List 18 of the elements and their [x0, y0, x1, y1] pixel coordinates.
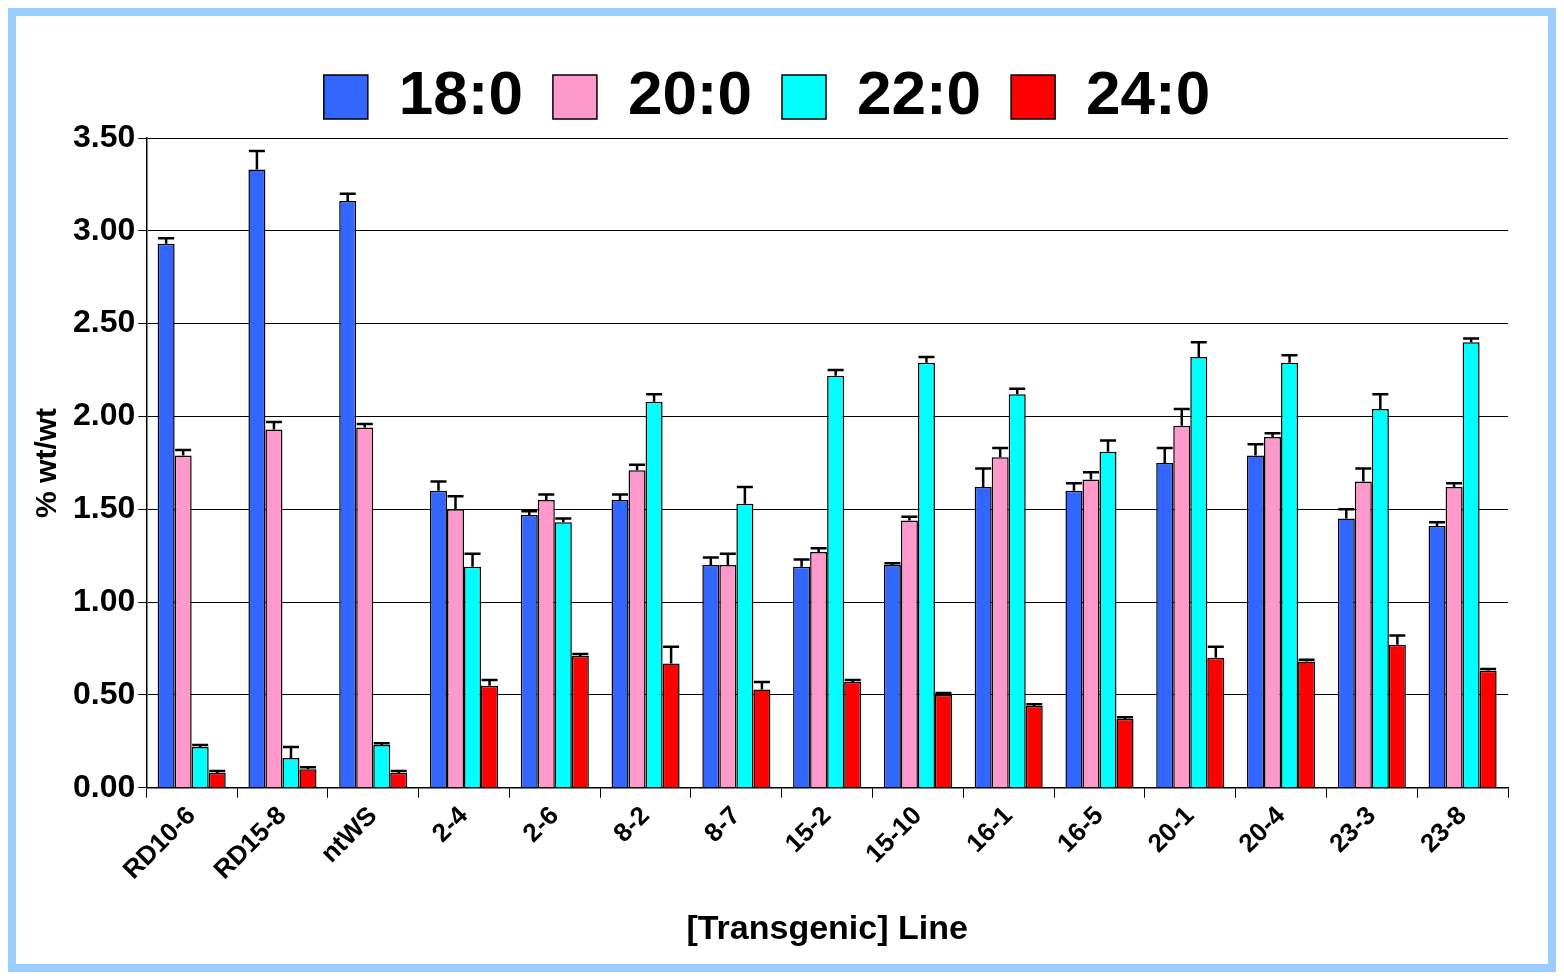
- legend-label: 24:0: [1086, 58, 1211, 128]
- y-tick-label: 0.00: [73, 767, 136, 804]
- y-tick-label: 2.00: [73, 396, 136, 433]
- y-tick-label: 3.00: [73, 210, 136, 247]
- legend-label: 20:0: [627, 58, 752, 128]
- y-axis-title: % wt/wt: [29, 407, 63, 518]
- x-tick-label: 8-7: [697, 799, 746, 848]
- y-tick-label: 3.50: [73, 117, 136, 154]
- legend-label: 18:0: [398, 58, 523, 128]
- x-tick-label: 8-2: [607, 799, 655, 848]
- x-tick-label: 2-4: [425, 799, 474, 848]
- y-tick-label: 0.50: [73, 674, 136, 711]
- x-axis-title: [Transgenic] Line: [686, 907, 968, 946]
- y-tick-label: 2.50: [73, 303, 136, 340]
- y-tick-label: 1.50: [73, 489, 136, 526]
- legend-label: 22:0: [857, 58, 982, 128]
- x-tick-label: 2-6: [516, 799, 565, 848]
- y-tick-label: 1.00: [73, 581, 136, 618]
